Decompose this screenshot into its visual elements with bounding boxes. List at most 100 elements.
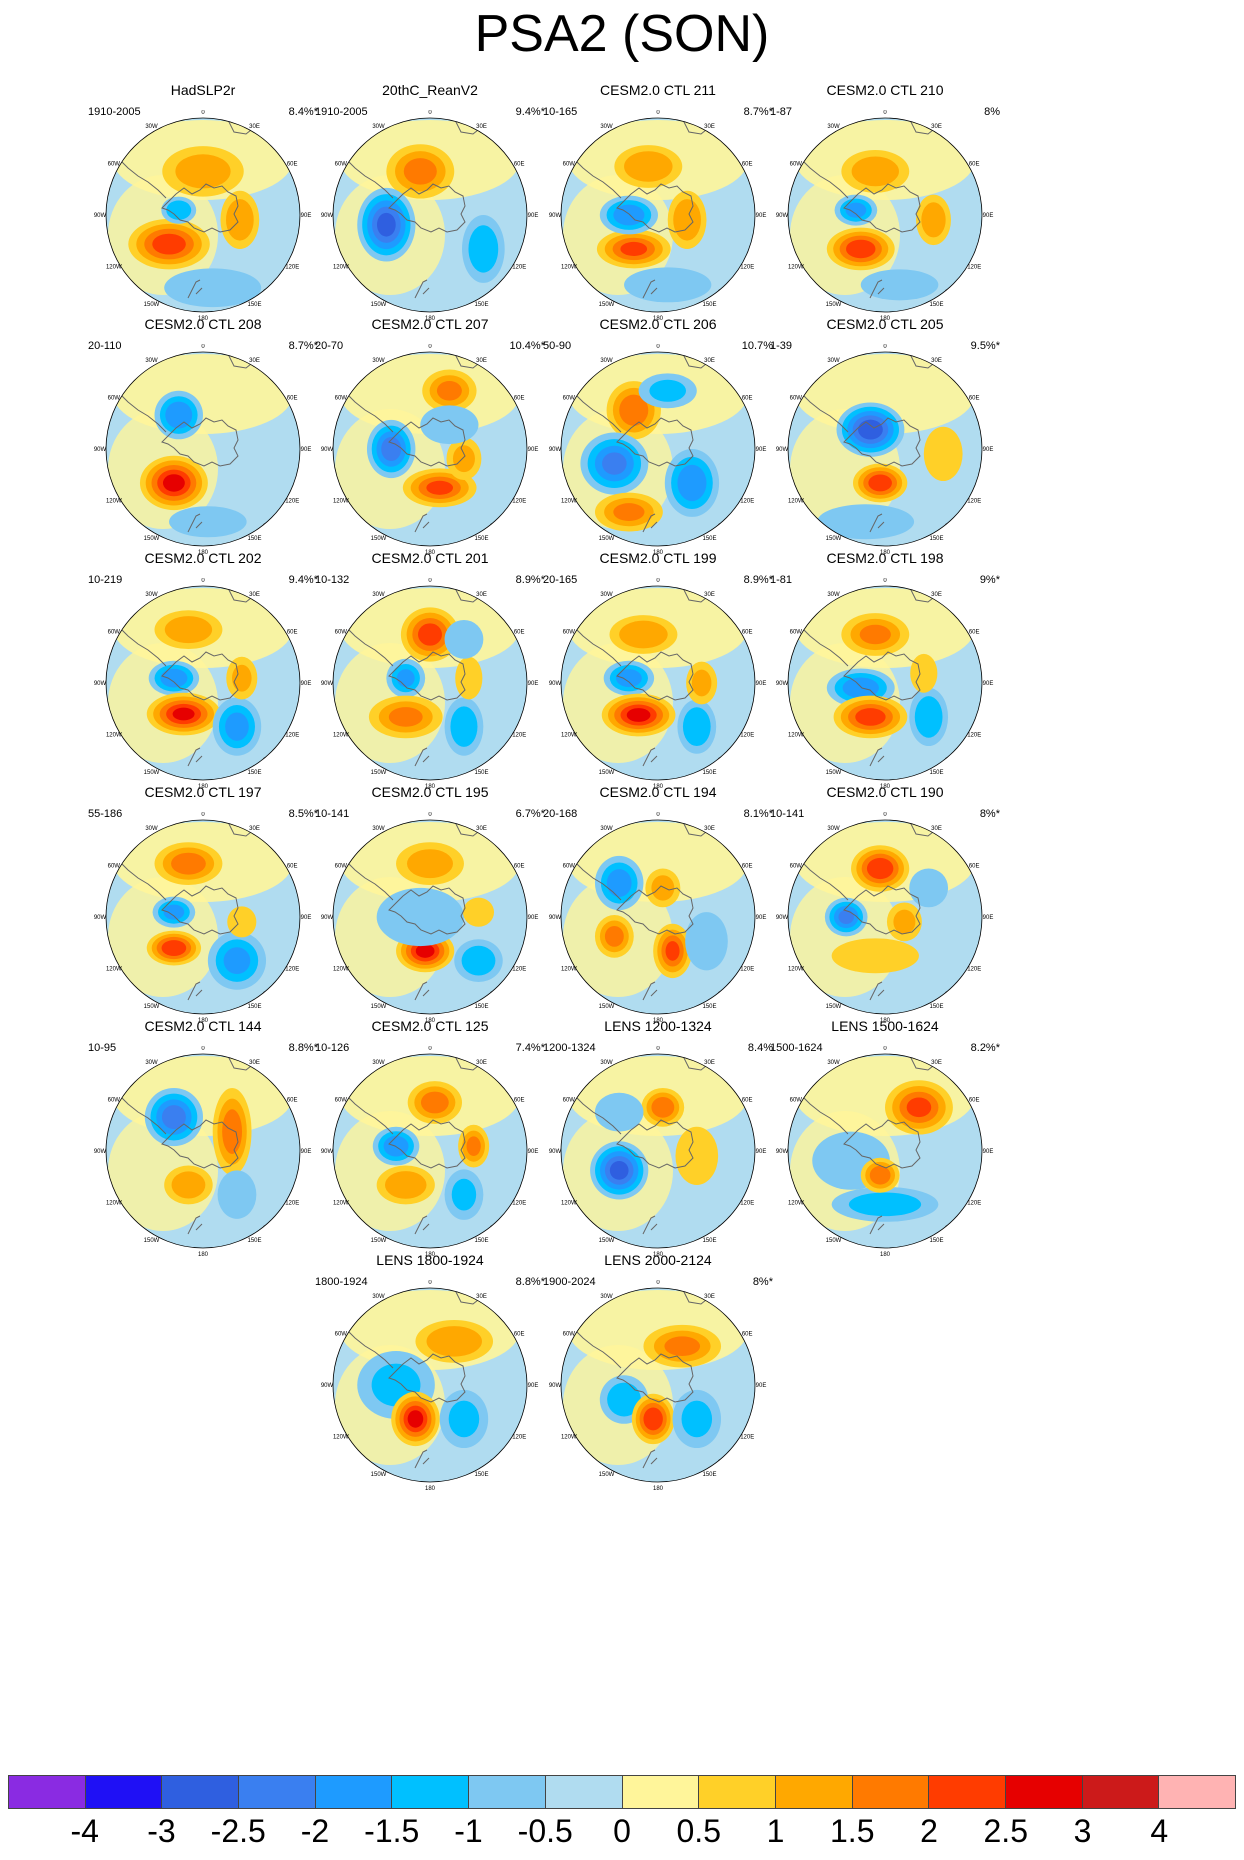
positive-anomaly-contour bbox=[222, 1109, 243, 1154]
map-boundary bbox=[332, 117, 528, 313]
longitude-label: 0 bbox=[201, 578, 205, 584]
south-america-coastline bbox=[799, 1093, 849, 1135]
positive-anomaly-contour bbox=[869, 1165, 891, 1185]
antarctica-coastline bbox=[388, 417, 466, 467]
panel-title: CESM2.0 CTL 199 bbox=[599, 550, 717, 566]
south-america-coastline bbox=[572, 1093, 622, 1135]
longitude-label: 0 bbox=[428, 110, 432, 116]
longitude-label: 0 bbox=[656, 344, 660, 350]
longitude-label: 180 bbox=[880, 1018, 891, 1024]
polar-map: 0 30E 60E 90E 120E 150E 180 150W 120W 90W 60W 30W bbox=[549, 1280, 767, 1492]
negative-anomaly-contour bbox=[160, 668, 188, 688]
panel-title: CESM2.0 CTL 211 bbox=[600, 82, 716, 98]
negative-anomaly-contour bbox=[223, 947, 251, 975]
longitude-label: 120W bbox=[106, 733, 122, 739]
longitude-label: 30W bbox=[600, 124, 613, 130]
antarctica-coastline bbox=[161, 417, 239, 467]
south-america-coastline bbox=[572, 1327, 622, 1369]
map-panel: CESM2.0 CTL 194 20-168 8.1%* 0 30E 60E 90E 120E… bbox=[543, 784, 773, 1024]
panel-title: CESM2.0 CTL 195 bbox=[371, 784, 489, 800]
negative-anomaly-contour bbox=[624, 267, 712, 303]
longitude-label: 180 bbox=[198, 1018, 209, 1024]
negative-anomaly-contour bbox=[217, 1170, 257, 1219]
new-zealand-coastline bbox=[187, 1215, 203, 1235]
longitude-label: 120E bbox=[512, 1201, 526, 1207]
map-panel: CESM2.0 CTL 211 10-165 8.7%* 0 30E 60E 90E 120E… bbox=[543, 82, 773, 322]
antarctica-coastline bbox=[161, 651, 239, 701]
longitude-label: 90W bbox=[549, 681, 562, 687]
panel-title: CESM2.0 CTL 206 bbox=[599, 316, 717, 332]
map-boundary bbox=[560, 1287, 756, 1483]
colorbar-tick-label: 2.5 bbox=[983, 1813, 1028, 1849]
longitude-label: 60W bbox=[335, 1098, 348, 1104]
south-america-coastline bbox=[344, 157, 394, 199]
positive-anomaly-contour bbox=[620, 241, 648, 256]
longitude-label: 60W bbox=[563, 1098, 576, 1104]
positive-anomaly-contour bbox=[415, 944, 435, 958]
colorbar-tick-label: 4 bbox=[1150, 1813, 1169, 1849]
longitude-label: 180 bbox=[198, 784, 209, 790]
panel-variance-explained: 8% bbox=[984, 106, 1000, 118]
map-boundary bbox=[332, 1287, 528, 1483]
negative-anomaly-contour bbox=[609, 1161, 629, 1180]
longitude-label: 60E bbox=[514, 396, 525, 402]
new-zealand-coastline bbox=[187, 981, 203, 1001]
panel-years: 10-165 bbox=[543, 106, 578, 118]
panel-years: 1910-2005 bbox=[88, 106, 141, 118]
map-boundary bbox=[560, 117, 756, 313]
negative-anomaly-contour bbox=[163, 904, 185, 920]
map-panel: CESM2.0 CTL 202 10-219 9.4%* 0 30E 60E 90E 120E… bbox=[88, 550, 318, 790]
positive-anomaly-contour bbox=[604, 926, 624, 947]
positive-anomaly-contour bbox=[664, 1336, 701, 1357]
south-america-coastline bbox=[117, 625, 167, 667]
longitude-label: 120W bbox=[788, 1201, 804, 1207]
longitude-label: 150W bbox=[826, 1238, 842, 1244]
negative-anomaly-contour bbox=[838, 909, 854, 925]
longitude-label: 150E bbox=[702, 1472, 716, 1478]
longitude-label: 120E bbox=[967, 499, 981, 505]
longitude-label: 180 bbox=[425, 550, 436, 556]
negative-anomaly-contour bbox=[607, 1382, 641, 1417]
antarctica-coastline bbox=[616, 183, 694, 233]
negative-anomaly-contour bbox=[381, 437, 402, 461]
longitude-label: 180 bbox=[425, 316, 436, 322]
longitude-label: 120W bbox=[561, 967, 577, 973]
colorbar-tick-label: 1.5 bbox=[830, 1813, 875, 1849]
longitude-label: 180 bbox=[880, 784, 891, 790]
longitude-label: 120E bbox=[285, 265, 299, 271]
panel-years: 10-141 bbox=[315, 808, 350, 820]
longitude-label: 180 bbox=[880, 316, 891, 322]
polar-map: 0 30E 60E 90E 120E 150E 180 150W 120W 90W 60W 30W bbox=[776, 812, 994, 1024]
antarctica-coastline bbox=[388, 183, 466, 233]
colorbar bbox=[8, 1775, 1236, 1809]
new-zealand-coastline bbox=[414, 1449, 430, 1469]
positive-anomaly-contour bbox=[893, 909, 916, 935]
longitude-label: 60W bbox=[790, 162, 803, 168]
panel-title: LENS 2000-2124 bbox=[604, 1252, 712, 1268]
map-boundary bbox=[560, 351, 756, 547]
panel-title: CESM2.0 CTL 194 bbox=[599, 784, 717, 800]
new-zealand-coastline bbox=[869, 513, 885, 533]
south-america-coastline bbox=[572, 625, 622, 667]
longitude-label: 60E bbox=[742, 396, 753, 402]
longitude-label: 150W bbox=[371, 1004, 387, 1010]
longitude-label: 0 bbox=[656, 110, 660, 116]
longitude-label: 180 bbox=[880, 550, 891, 556]
longitude-label: 30W bbox=[600, 1294, 613, 1300]
new-zealand-coastline bbox=[642, 1215, 658, 1235]
map-panels-grid: HadSLP2r 1910-2005 8.4%* 0 30E 60E 90E 120E 150E… bbox=[88, 82, 1000, 1492]
longitude-label: 120E bbox=[512, 1435, 526, 1441]
negative-anomaly-contour bbox=[615, 669, 642, 688]
longitude-label: 30E bbox=[476, 1294, 487, 1300]
longitude-label: 60E bbox=[969, 396, 980, 402]
negative-anomaly-contour bbox=[376, 212, 396, 237]
longitude-label: 90W bbox=[321, 915, 334, 921]
panel-title: CESM2.0 CTL 125 bbox=[371, 1018, 489, 1034]
panel-years: 20-165 bbox=[543, 574, 578, 586]
map-boundary bbox=[787, 351, 983, 547]
page-title: PSA2 (SON) bbox=[474, 5, 770, 63]
map-panel: 20thC_ReanV2 1910-2005 9.4%* 0 30E 60E 90E 120E… bbox=[315, 82, 545, 322]
longitude-label: 120E bbox=[285, 499, 299, 505]
polar-map: 0 30E 60E 90E 120E 150E 180 150W 120W 90W 60W 30W bbox=[321, 110, 539, 322]
antarctica-coastline bbox=[616, 885, 694, 935]
